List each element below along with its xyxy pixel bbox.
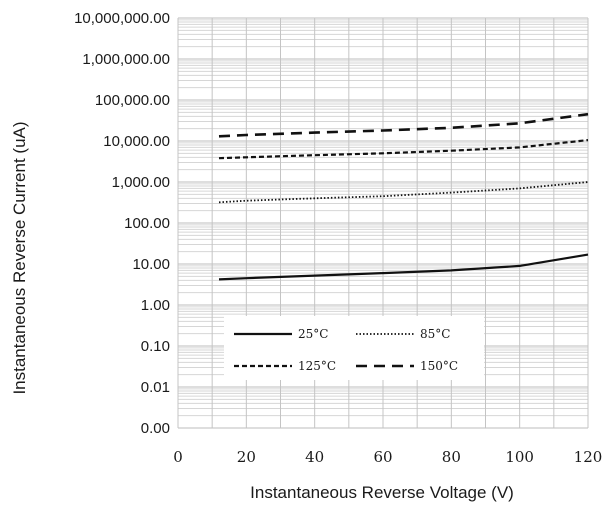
series-group <box>218 112 589 281</box>
x-tick-label: 120 <box>574 448 603 466</box>
y-tick-label: 1,000,000.00 <box>82 51 170 68</box>
legend-label-85c: 85°C <box>420 327 450 341</box>
x-tick-labels: 0 20 40 60 80 100 120 <box>173 448 602 466</box>
y-tick-label: 10.00 <box>132 256 170 273</box>
legend-label-125c: 125°C <box>298 359 336 373</box>
x-tick-label: 20 <box>237 448 256 466</box>
x-tick-label: 100 <box>505 448 534 466</box>
series-line-1 <box>218 181 589 204</box>
y-tick-label: 1.00 <box>141 297 170 314</box>
y-tick-labels: 0.00 0.01 0.10 1.00 10.00 100.00 1,000.00 10,00… <box>74 10 170 437</box>
y-tick-label: 100,000.00 <box>95 92 170 109</box>
y-tick-label: 100.00 <box>124 215 170 232</box>
legend: 25°C 85°C 125°C 150°C <box>224 316 484 380</box>
x-tick-label: 60 <box>373 448 392 466</box>
y-tick-label: 1,000.00 <box>112 174 170 191</box>
series-line-0 <box>218 253 589 281</box>
x-tick-label: 80 <box>442 448 461 466</box>
series-line-2 <box>218 139 589 160</box>
y-axis-label: Instantaneous Reverse Current (uA) <box>10 121 29 394</box>
y-tick-label: 10,000.00 <box>103 133 170 150</box>
x-tick-label: 0 <box>173 448 183 466</box>
x-axis-label: Instantaneous Reverse Voltage (V) <box>250 483 514 502</box>
y-tick-label: 0.10 <box>141 338 170 355</box>
series-line-3 <box>218 112 589 138</box>
legend-label-25c: 25°C <box>298 327 328 341</box>
x-tick-label: 40 <box>305 448 324 466</box>
y-tick-label: 0.00 <box>141 420 170 437</box>
y-tick-label: 10,000,000.00 <box>74 10 170 27</box>
legend-box <box>224 316 484 380</box>
y-tick-label: 0.01 <box>141 379 170 396</box>
legend-label-150c: 150°C <box>420 359 458 373</box>
